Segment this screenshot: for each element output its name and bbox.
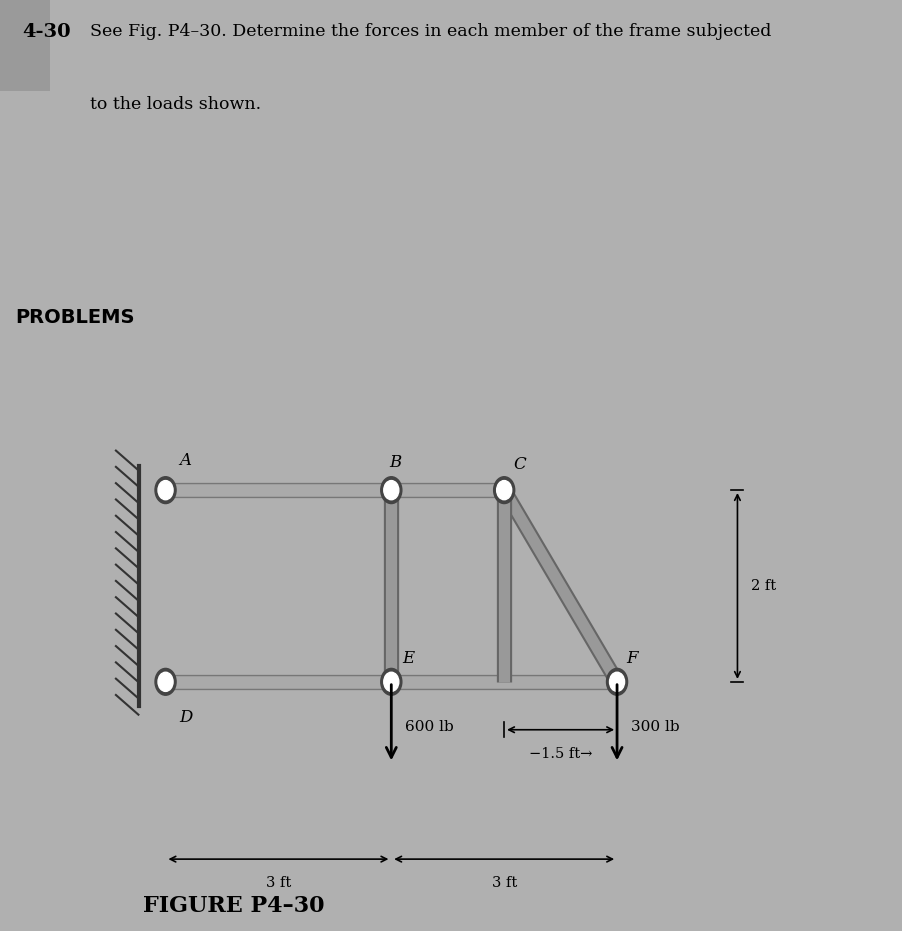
Text: E: E <box>402 651 414 668</box>
Text: B: B <box>389 454 400 471</box>
Text: 4-30: 4-30 <box>23 22 71 41</box>
Text: C: C <box>512 456 525 473</box>
Text: 2 ft: 2 ft <box>750 579 775 593</box>
Circle shape <box>158 480 173 500</box>
Text: See Fig. P4–30. Determine the forces in each member of the frame subjected: See Fig. P4–30. Determine the forces in … <box>90 22 771 40</box>
Circle shape <box>383 480 399 500</box>
Text: to the loads shown.: to the loads shown. <box>90 96 262 113</box>
Text: 300 lb: 300 lb <box>630 720 678 734</box>
Circle shape <box>381 668 401 695</box>
Circle shape <box>155 668 176 695</box>
Circle shape <box>158 672 173 692</box>
Circle shape <box>606 668 627 695</box>
Text: 3 ft: 3 ft <box>491 876 516 890</box>
Text: PROBLEMS: PROBLEMS <box>15 308 134 327</box>
Text: D: D <box>179 708 192 725</box>
Text: −1.5 ft→: −1.5 ft→ <box>529 747 592 761</box>
Circle shape <box>609 672 624 692</box>
Circle shape <box>496 480 511 500</box>
Circle shape <box>155 477 176 504</box>
Text: A: A <box>179 452 191 469</box>
Text: 600 lb: 600 lb <box>404 720 453 734</box>
Text: F: F <box>625 651 637 668</box>
Circle shape <box>381 477 401 504</box>
Circle shape <box>383 672 399 692</box>
Text: FIGURE P4–30: FIGURE P4–30 <box>143 895 324 917</box>
Circle shape <box>493 477 514 504</box>
Text: 3 ft: 3 ft <box>265 876 290 890</box>
Polygon shape <box>0 0 50 91</box>
